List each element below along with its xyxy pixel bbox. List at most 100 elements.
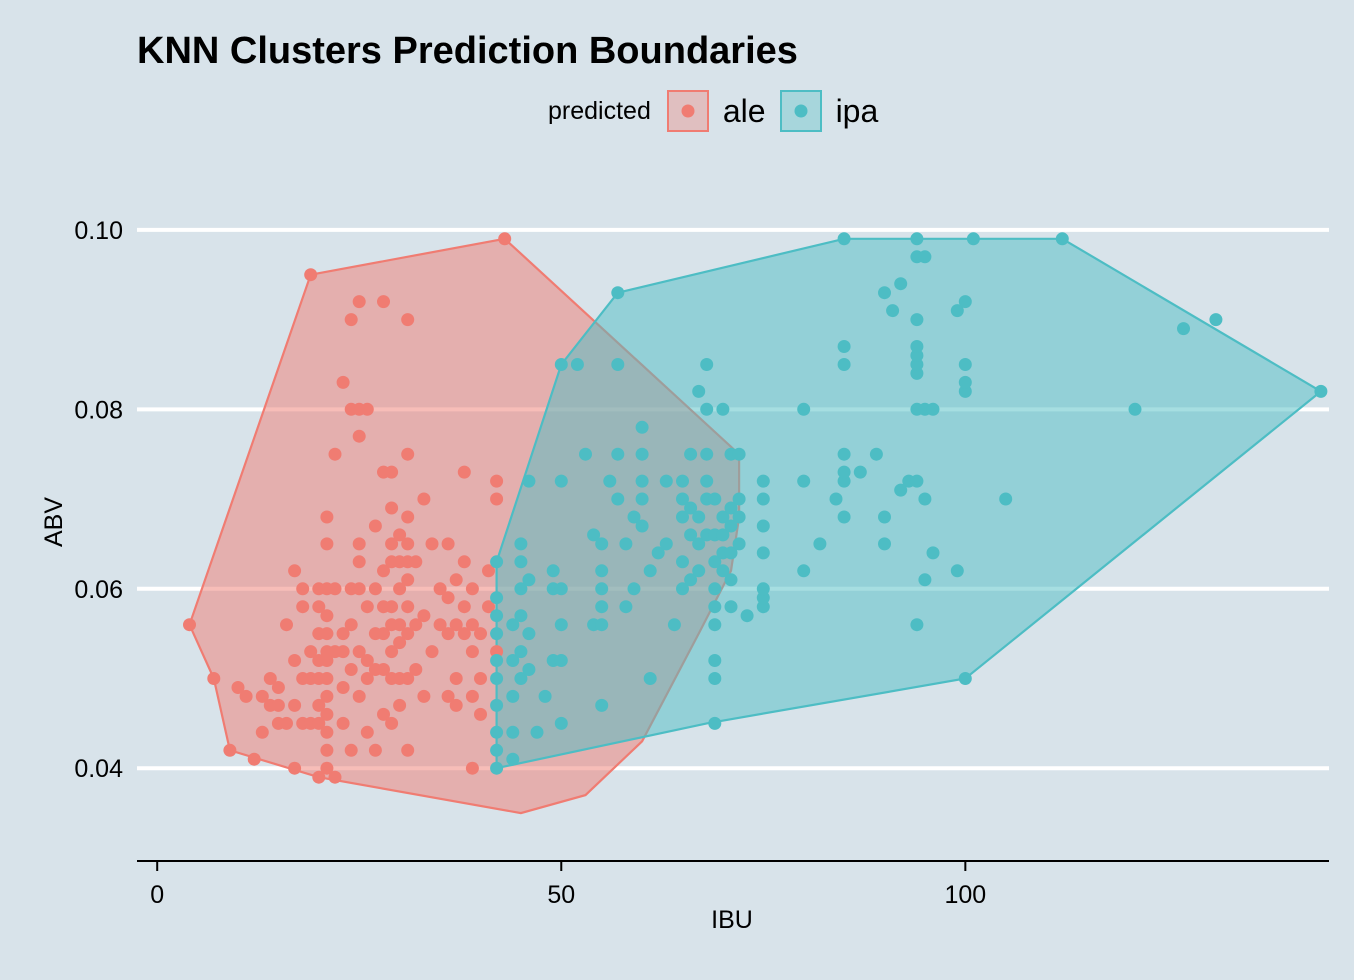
point-ipa xyxy=(829,492,843,506)
point-ipa xyxy=(837,474,851,488)
point-ipa xyxy=(756,519,770,533)
point-ipa xyxy=(506,689,520,703)
point-ale xyxy=(312,698,326,712)
point-ale xyxy=(490,492,504,506)
point-ipa xyxy=(724,600,738,614)
point-ipa xyxy=(837,232,851,246)
point-ale xyxy=(449,698,463,712)
point-ale xyxy=(263,672,277,685)
point-ale xyxy=(490,474,504,488)
point-ipa xyxy=(676,582,689,596)
point-ale xyxy=(320,510,334,524)
point-ipa xyxy=(506,725,520,739)
point-ipa xyxy=(490,761,504,775)
point-ale xyxy=(457,627,471,641)
point-ale xyxy=(320,689,334,703)
point-ipa xyxy=(506,654,520,667)
point-ale xyxy=(344,663,358,676)
point-ipa xyxy=(635,420,649,434)
point-ale xyxy=(320,725,334,739)
point-ipa xyxy=(643,564,657,578)
point-ale xyxy=(320,609,334,623)
point-ipa xyxy=(837,358,851,371)
point-ipa xyxy=(878,537,891,551)
point-ale xyxy=(288,761,302,775)
legend-item-ipa: ipa xyxy=(779,90,878,132)
point-ale xyxy=(385,501,399,515)
point-ipa xyxy=(700,447,714,461)
point-ale xyxy=(490,645,504,659)
legend-title: predicted xyxy=(548,96,651,125)
point-ipa xyxy=(708,618,722,632)
point-ale xyxy=(417,689,431,703)
point-ipa xyxy=(950,304,964,318)
point-ale xyxy=(417,492,431,506)
point-ale xyxy=(449,573,463,587)
point-ipa xyxy=(522,663,536,676)
point-ipa xyxy=(635,492,649,506)
point-ipa xyxy=(926,546,940,560)
point-ipa xyxy=(708,555,722,569)
x-tick-label-0: 0 xyxy=(150,881,164,909)
point-ipa xyxy=(708,716,722,730)
point-ipa xyxy=(918,250,932,264)
point-ipa xyxy=(756,492,770,506)
point-ipa xyxy=(1209,313,1223,327)
point-ipa xyxy=(1314,384,1328,398)
point-ipa xyxy=(490,609,504,623)
point-ale xyxy=(441,537,455,551)
point-ipa xyxy=(797,474,811,488)
point-ipa xyxy=(684,573,698,587)
point-ale xyxy=(320,743,334,757)
point-ale xyxy=(247,752,261,766)
point-ipa xyxy=(490,672,504,685)
y-tick-label-1: 0.06 xyxy=(74,576,123,604)
point-ale xyxy=(336,681,350,694)
point-ipa xyxy=(619,600,633,614)
point-ipa xyxy=(522,474,536,488)
point-ipa xyxy=(958,384,972,398)
point-ale xyxy=(344,618,358,632)
point-ipa xyxy=(950,564,964,578)
point-ale xyxy=(336,645,350,659)
point-ale xyxy=(352,582,366,596)
point-ipa xyxy=(716,510,730,524)
point-ipa xyxy=(659,537,673,551)
point-ipa xyxy=(958,375,972,389)
point-ipa xyxy=(1055,232,1069,246)
point-ipa xyxy=(635,519,649,533)
point-ale xyxy=(320,707,334,721)
point-ale xyxy=(474,627,487,641)
chart-title: KNN Clusters Prediction Boundaries xyxy=(137,30,798,72)
point-ale xyxy=(320,537,334,551)
point-ipa xyxy=(595,537,609,551)
point-ipa xyxy=(546,564,560,578)
point-ale xyxy=(352,689,366,703)
point-ipa xyxy=(692,564,706,578)
hull-ipa xyxy=(495,237,1323,770)
point-ipa xyxy=(910,340,924,353)
point-ipa xyxy=(490,654,504,667)
point-ipa xyxy=(708,600,722,614)
point-ipa xyxy=(926,402,940,416)
point-ipa xyxy=(554,716,568,730)
point-ale xyxy=(223,743,237,757)
point-ipa xyxy=(684,501,698,515)
point-ipa xyxy=(708,582,722,596)
point-ale xyxy=(368,582,382,596)
point-ale xyxy=(352,429,366,443)
point-ale xyxy=(320,627,334,641)
point-ipa xyxy=(910,618,924,632)
point-ale xyxy=(320,654,334,667)
point-ipa xyxy=(958,358,972,371)
point-ale xyxy=(425,537,439,551)
point-ale xyxy=(352,295,366,309)
point-ale xyxy=(328,447,342,461)
point-ipa xyxy=(708,672,722,685)
point-ipa xyxy=(894,483,908,497)
point-ale xyxy=(336,375,350,389)
point-ale xyxy=(304,645,318,659)
point-ale xyxy=(271,681,285,694)
point-ipa xyxy=(724,519,738,533)
point-ipa xyxy=(635,447,649,461)
